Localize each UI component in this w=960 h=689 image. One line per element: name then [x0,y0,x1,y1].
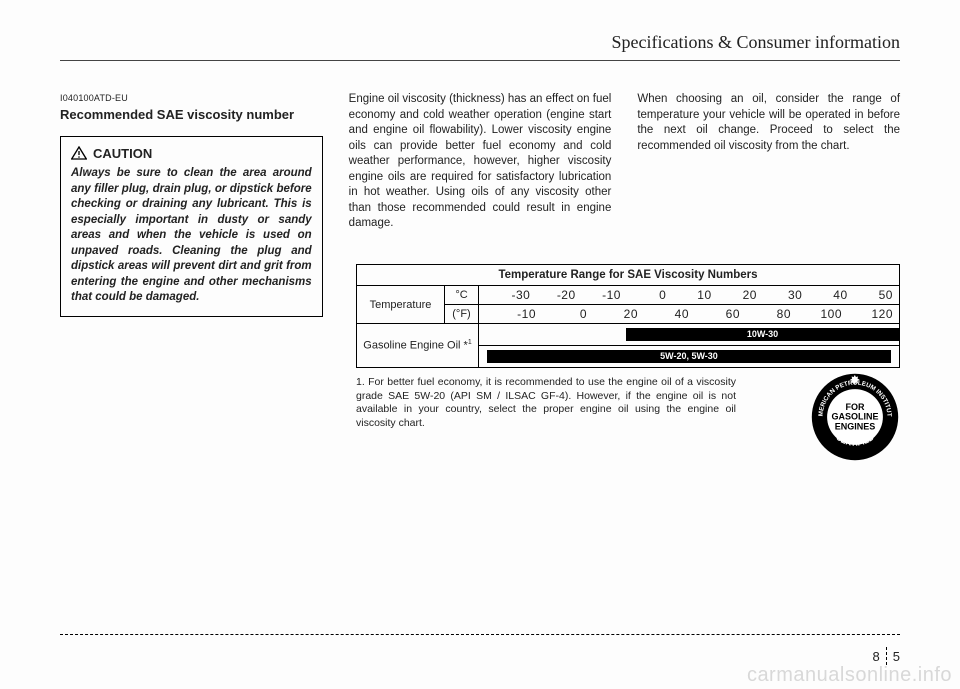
page-num-right: 5 [893,649,900,664]
seal-inner3: ENGINES [835,422,876,432]
seal-inner1: FOR [846,402,865,412]
column-1: I040100ATD-EU Recommended SAE viscosity … [60,92,323,317]
temp-label: Temperature [357,286,445,324]
doc-code: I040100ATD-EU [60,92,323,104]
row-fahrenheit: -10020406080100120 [479,305,900,324]
page-number: 8 5 [873,647,900,665]
seal-inner2: GASOLINE [831,412,878,422]
viscosity-table: Temperature Range for SAE Viscosity Numb… [356,264,900,368]
oil-label-cell: Gasoline Engine Oil *1 [357,324,479,368]
page-num-left: 8 [873,649,880,664]
bottom-rule [60,634,900,635]
table-title: Temperature Range for SAE Viscosity Numb… [357,265,900,286]
col2-text: Engine oil viscosity (thickness) has an … [349,92,612,232]
caution-text: Always be sure to clean the area around … [71,166,312,306]
header-rule [60,60,900,61]
bar-5w20-5w30: 5W-20, 5W-30 [487,350,890,363]
page: Specifications & Consumer information I0… [0,0,960,689]
caution-label: CAUTION [93,145,152,163]
watermark: carmanualsonline.info [747,664,952,687]
col3-text: When choosing an oil, consider the range… [637,92,900,154]
caution-heading: CAUTION [71,145,312,163]
warning-icon [71,146,87,160]
heading: Recommended SAE viscosity number [60,106,323,124]
oil-label: Gasoline Engine Oil * [363,340,468,352]
footnote: 1. For better fuel economy, it is recomm… [356,376,736,431]
bar1-cell: 10W-30 [479,324,900,346]
caution-box: CAUTION Always be sure to clean the area… [60,136,323,317]
unit-f: (°F) [445,305,479,324]
bar-10w30: 10W-30 [626,328,899,341]
api-seal: AMERICAN PETROLEUM INSTITUTE CERTIFIED F… [810,372,900,462]
viscosity-table-wrap: Temperature Range for SAE Viscosity Numb… [356,264,900,431]
row-celsius: -30-20-1001020304050 [479,286,900,305]
section-title: Specifications & Consumer information [612,32,900,53]
page-num-divider [886,647,887,665]
bar2-cell: 5W-20, 5W-30 [479,346,900,368]
unit-c: °C [445,286,479,305]
oil-sup: 1 [468,339,472,346]
